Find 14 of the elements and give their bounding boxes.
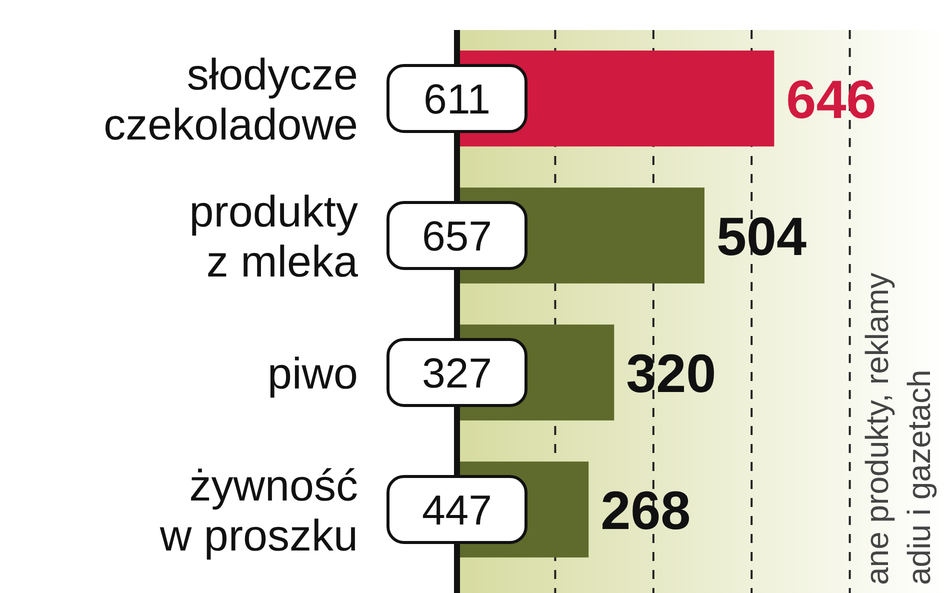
annotation: 611 (424, 76, 490, 123)
y-tick-label: żywność w proszku (158, 461, 358, 560)
data-label: 646 (786, 70, 876, 130)
annotation: 327 (422, 350, 492, 397)
annotation: adiu i gazetach (901, 370, 937, 585)
annotation: 657 (422, 212, 492, 260)
y-tick-label: piwo (268, 349, 358, 398)
y-tick-label: produkty z mleka (189, 187, 359, 286)
data-label: 504 (716, 206, 807, 267)
data-label: 268 (600, 480, 691, 541)
y-tick-label: słodycze czekoladowe (104, 50, 358, 150)
annotation: 447 (422, 486, 492, 534)
data-label: 320 (626, 344, 716, 404)
annotation: ane produkty, reklamy (859, 272, 895, 585)
